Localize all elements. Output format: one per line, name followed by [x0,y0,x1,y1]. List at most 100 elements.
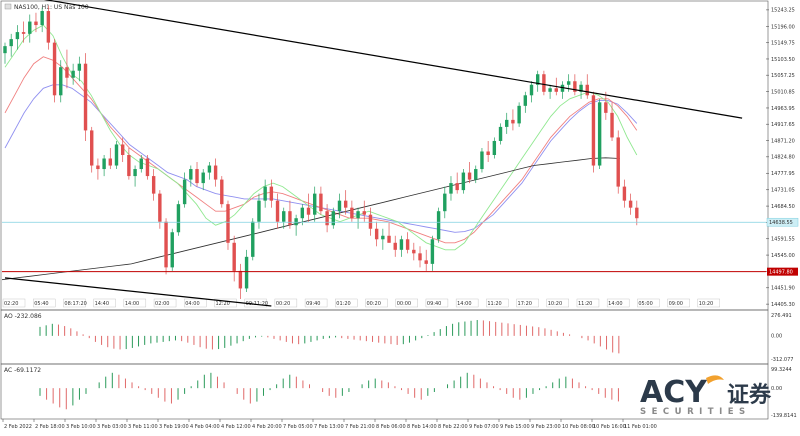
date-tick-label: 9 Feb 23:00 [531,424,561,430]
candle-body [610,112,614,138]
ac-axis: 99.3244 0.00 -139.8141 [771,367,797,419]
candle-body [313,193,317,215]
time-label-box [606,298,630,308]
candle-body [337,200,342,212]
candle-body [628,200,633,208]
candle-body [517,105,521,124]
ma-green-line [4,24,638,251]
candle-body [34,21,38,26]
candle-body [77,63,82,71]
support-price-label: 14497.80 [769,269,793,275]
time-label: 02:00 [155,301,169,307]
price-tick-label: 14545.00 [771,253,795,259]
time-label: 10:20 [548,301,562,307]
date-tick-label: 2 Feb 18:00 [35,424,65,430]
current-price-label: 14638.55 [769,220,793,226]
time-label-box [486,298,509,308]
candle-body [622,186,627,201]
date-tick-label: 11 Feb 01:00 [624,424,657,430]
logo-subtitle: SECURITIES [640,407,751,417]
candle-body [46,11,51,43]
time-label-box [2,298,26,308]
support-price-tag [767,267,798,276]
lower-trendline [4,277,272,307]
price-tick-label: 15243.25 [771,8,795,14]
candle-body [275,200,280,222]
candle-body [511,119,515,124]
candle-body [120,144,125,155]
time-label: 02:20 [4,301,18,307]
candle-body [331,211,335,226]
symbol-icon [4,3,12,10]
candle-body [28,21,32,34]
candle-body [529,84,534,96]
date-tick-label: 8 Feb 14:00 [407,424,437,430]
candle-body [374,228,379,240]
candle-body [213,165,218,180]
candle-body [474,169,478,180]
date-tick-label: 2 Feb 2022 [4,424,32,430]
time-label-box [304,298,328,308]
candle-body [164,221,168,268]
candle-body [21,32,26,34]
candle-body [461,172,466,191]
upper-trendline [43,0,743,119]
time-label: 14:00 [608,301,622,307]
candle-body [52,42,57,96]
symbol-title: NAS100, H1: US Nas 100 [14,4,89,11]
candle-body [151,176,156,194]
candle-body [158,193,162,222]
candle-body [566,81,571,85]
price-tick-label: 14871.20 [771,138,795,144]
candle-body [368,214,373,229]
candle-body [467,172,472,180]
time-label: 00:20 [367,301,381,307]
candle-body [139,158,143,170]
time-label-box [274,298,298,308]
candle-body [114,144,119,166]
candle-body [585,84,589,96]
candle-body [356,211,360,219]
candle-body [542,74,546,92]
time-label: 04:00 [185,301,199,307]
ao-histogram [39,320,620,354]
ac-pane-frame [0,363,769,420]
time-label-box [546,298,569,308]
time-label-box [576,298,600,308]
candle-body [96,165,100,170]
candle-body [362,211,366,215]
time-label-box [637,298,660,308]
ma-black-line [1,157,621,281]
candle-body [59,67,63,96]
candle-body [548,88,552,92]
candle-body [480,151,484,170]
candle-body [635,207,639,219]
time-label: 14:00 [457,301,471,307]
price-tick-label: 15103.50 [771,57,795,63]
ao-axis: 276.491 0.00 -312.077 [771,313,793,363]
candle-body [573,81,577,92]
price-tick-label: 14963.95 [771,106,795,112]
time-label: 00:00 [397,301,411,307]
time-label-box [63,298,86,308]
candle-body [232,242,236,271]
time-label-box [455,298,479,308]
time-label: 00:20 [276,301,290,307]
osc-tick-label: 276.491 [771,313,792,319]
time-label-box [395,298,418,308]
time-label: 10:20 [699,301,713,307]
time-label: 08:17:20 [64,301,86,307]
price-levels: 14638.55 14497.80 [2,217,799,276]
trendlines [4,0,743,307]
candle-body [170,232,174,268]
time-label: 11:20 [487,301,501,307]
time-label: 01:20 [336,301,350,307]
candle-body [449,183,453,194]
price-tick-label: 14917.65 [771,122,795,128]
time-label-box [425,298,449,308]
candle-body [387,235,391,243]
osc-tick-label: 99.3244 [771,367,792,373]
time-label-box [214,298,237,308]
